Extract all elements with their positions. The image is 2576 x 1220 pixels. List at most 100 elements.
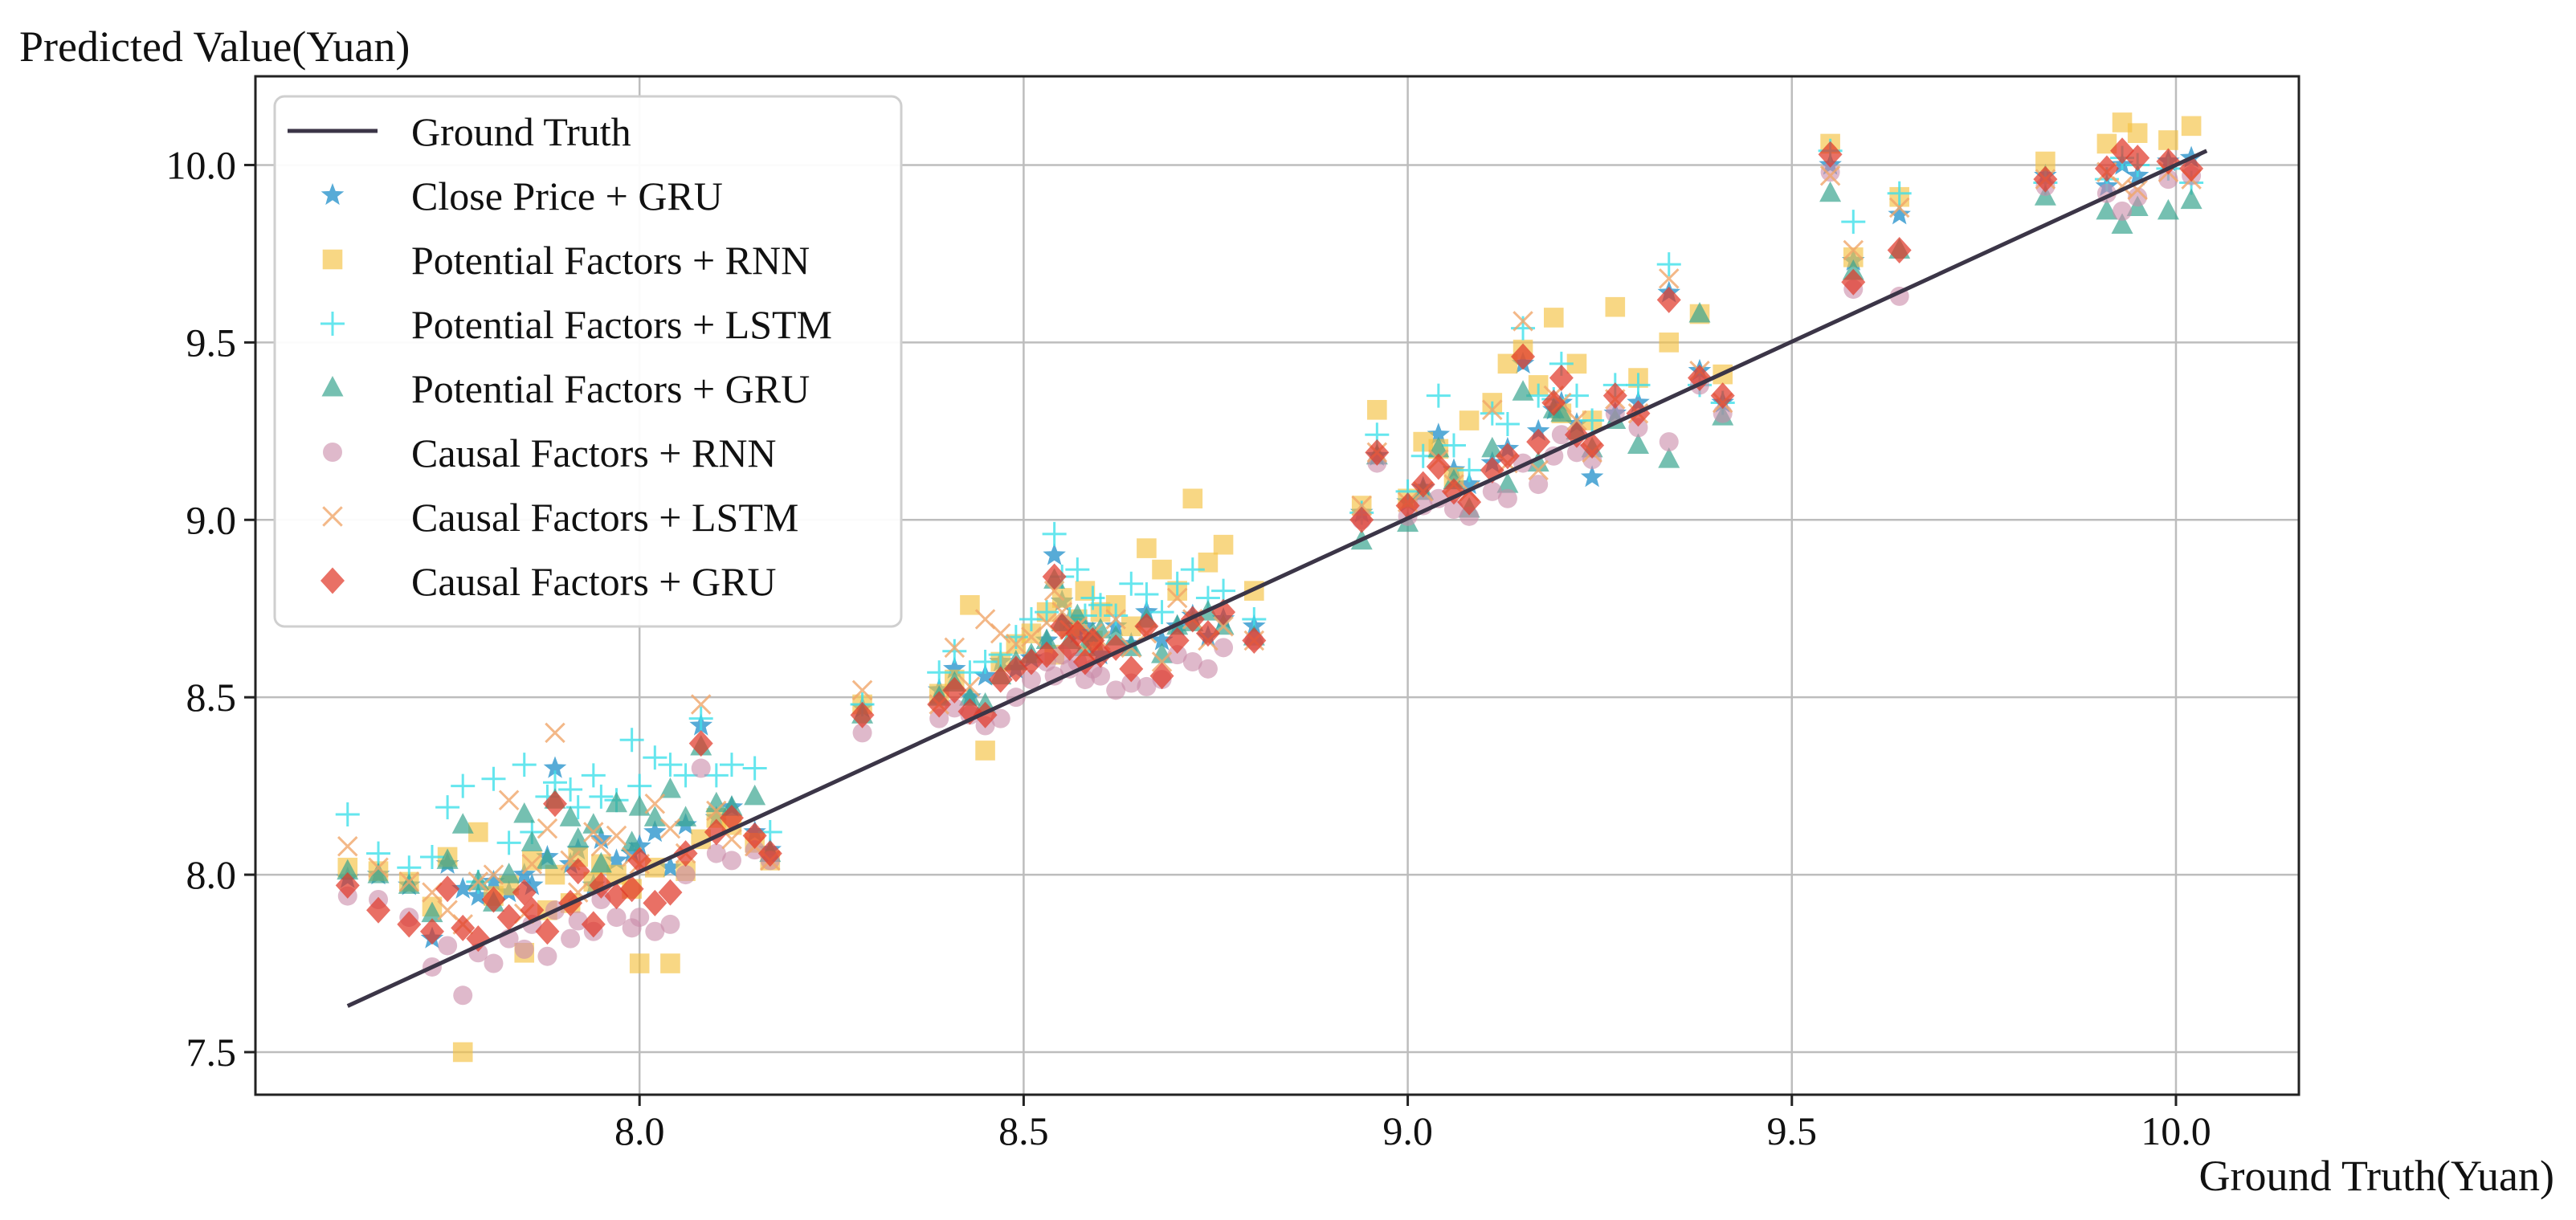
legend-entry: Potential Factors + RNN: [322, 238, 810, 283]
data-point: [619, 875, 644, 903]
data-point: [1150, 628, 1174, 651]
data-point: [1137, 538, 1157, 558]
data-point: [1457, 472, 1481, 495]
data-point: [1149, 600, 1174, 625]
data-point: [943, 656, 966, 679]
data-point: [335, 802, 360, 826]
data-point: [1551, 425, 1571, 445]
data-point: [535, 918, 560, 945]
data-point: [1511, 343, 1536, 370]
data-point: [927, 660, 952, 685]
legend-entry: Causal Factors + RNN: [323, 430, 777, 475]
data-point: [498, 863, 521, 883]
data-point: [496, 830, 521, 855]
legend-marker: [323, 443, 342, 462]
data-point: [619, 728, 644, 753]
legend-entry: Ground Truth: [288, 109, 631, 154]
data-point: [690, 694, 712, 715]
data-point: [2128, 187, 2148, 207]
data-point: [958, 685, 981, 706]
data-point: [630, 908, 650, 928]
data-point: [536, 848, 558, 869]
data-point: [944, 637, 965, 659]
data-point: [1659, 333, 1680, 353]
data-point: [397, 911, 422, 938]
data-point: [2158, 130, 2178, 150]
legend-items: Ground Truth Close Price + GRU Potential F…: [288, 109, 832, 604]
data-point: [2111, 213, 2133, 235]
data-point: [1481, 436, 1504, 458]
series-circle: [337, 162, 2202, 1006]
data-point: [660, 914, 680, 934]
data-point: [742, 822, 767, 849]
data-point: [658, 879, 683, 906]
data-point: [744, 784, 766, 806]
data-point: [419, 844, 444, 869]
data-point: [1888, 202, 1911, 225]
data-point: [512, 863, 536, 885]
data-point: [973, 649, 998, 674]
data-point: [643, 820, 667, 843]
data-point: [1459, 410, 1480, 430]
data-point: [1195, 620, 1220, 647]
data-point: [1582, 450, 1602, 470]
data-point: [757, 840, 782, 867]
data-point: [988, 666, 1013, 693]
legend-marker: [320, 567, 345, 594]
legend-marker: [321, 376, 344, 397]
data-point: [645, 921, 665, 941]
data-point: [706, 843, 726, 863]
y-tick-label: 9.0: [186, 497, 237, 542]
data-point: [1550, 401, 1573, 422]
data-point: [581, 911, 606, 938]
data-point: [688, 706, 713, 731]
data-point: [1182, 488, 1203, 509]
data-point: [1659, 432, 1679, 452]
data-point: [1167, 645, 1187, 665]
data-point: [1627, 433, 1650, 454]
x-tick-label: 8.0: [614, 1108, 665, 1153]
data-point: [545, 722, 565, 744]
data-point: [852, 723, 872, 743]
data-point: [514, 939, 534, 959]
x-tick-label: 8.5: [998, 1108, 1049, 1153]
data-point: [1580, 408, 1605, 433]
data-point: [659, 777, 681, 798]
data-point: [850, 701, 875, 728]
data-point: [467, 883, 490, 906]
data-point: [1427, 436, 1450, 458]
data-point: [2181, 116, 2202, 137]
data-point: [559, 806, 582, 826]
data-point: [435, 875, 460, 903]
data-point: [483, 864, 504, 885]
data-point: [521, 830, 543, 851]
data-point: [1843, 239, 1864, 261]
data-point: [1121, 673, 1141, 693]
data-point: [659, 818, 681, 839]
legend-entry: Causal Factors + LSTM: [322, 495, 798, 540]
data-point: [1887, 181, 1912, 206]
data-point: [1182, 651, 1202, 671]
data-point: [513, 802, 536, 823]
data-point: [1566, 410, 1587, 431]
data-point: [704, 763, 729, 788]
data-point: [451, 813, 474, 834]
y-tick-label: 8.0: [186, 852, 237, 897]
data-point: [1042, 521, 1067, 546]
data-point: [1119, 655, 1144, 683]
data-point: [2156, 148, 2181, 175]
data-point: [1198, 659, 1218, 679]
x-tick-label: 9.0: [1382, 1108, 1433, 1153]
data-point: [1426, 383, 1451, 408]
data-point: [537, 946, 557, 966]
data-point: [1549, 365, 1574, 392]
data-point: [1459, 506, 1480, 526]
data-point: [2113, 201, 2133, 221]
data-point: [451, 773, 476, 798]
data-point: [496, 904, 521, 931]
data-point: [1137, 676, 1157, 696]
data-point: [1605, 403, 1625, 423]
data-point: [452, 1042, 473, 1063]
data-point: [1351, 495, 1372, 516]
data-point: [1480, 401, 1504, 426]
